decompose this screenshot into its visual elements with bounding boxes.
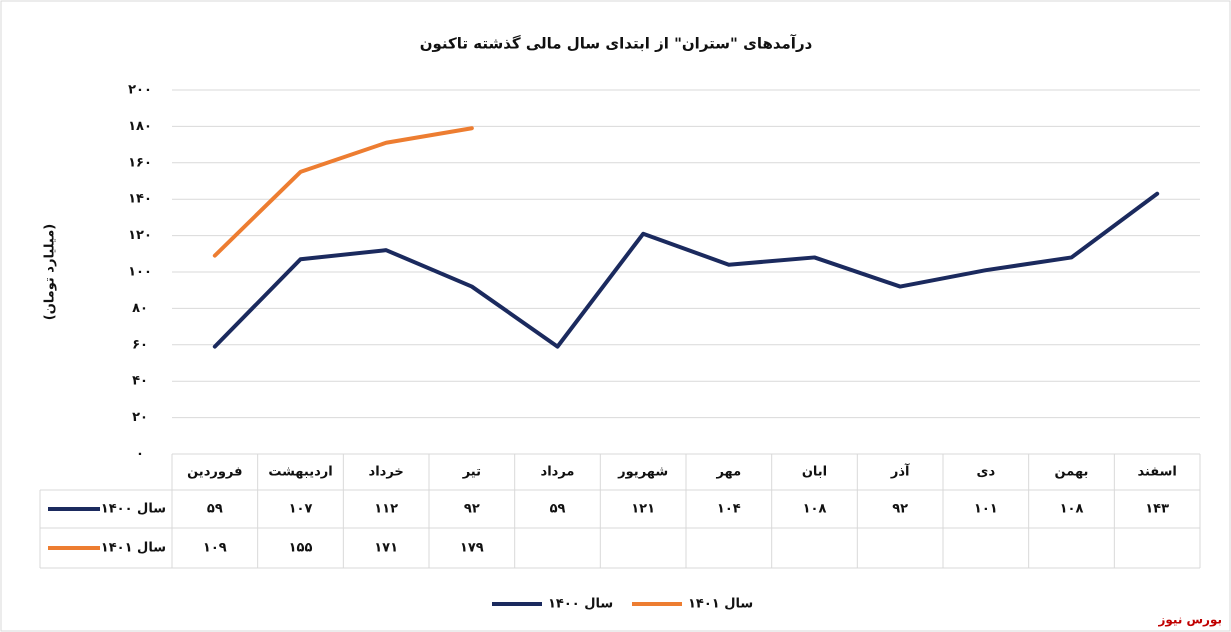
data-label: ۱۷۹ — [460, 541, 484, 556]
data-label: ۱۴۳ — [1145, 502, 1169, 517]
x-tick-label: فروردین — [187, 465, 242, 480]
x-tick-label: بهمن — [1055, 465, 1089, 480]
x-tick-label: مهر — [715, 465, 741, 480]
y-tick-label: ۱۲۰ — [128, 228, 152, 243]
x-tick-label: مرداد — [541, 465, 575, 480]
y-tick-label: ۱۴۰ — [128, 192, 152, 207]
y-tick-label: ۲۰۰ — [128, 83, 152, 98]
line-series — [212, 126, 474, 258]
data-label: ۱۷۱ — [374, 541, 398, 556]
y-tick-label: ۸۰ — [132, 301, 148, 316]
y-axis-label: (میلیارد تومان) — [43, 224, 58, 321]
data-label: ۱۵۵ — [289, 541, 313, 556]
line-series — [212, 191, 1160, 349]
table-row-label: سال ۱۴۰۰ — [101, 502, 166, 517]
data-label: ۱۰۸ — [1060, 502, 1084, 517]
legend-label: سال ۱۴۰۱ — [688, 597, 753, 612]
data-label: ۵۹ — [550, 502, 566, 517]
y-tick-label: ۰ — [136, 447, 144, 462]
chart-title: درآمدهای "ستران" از ابتدای سال مالی گذشت… — [420, 35, 813, 53]
y-tick-label: ۱۶۰ — [128, 155, 152, 170]
data-label: ۱۲۱ — [631, 502, 655, 517]
data-label: ۹۲ — [892, 502, 908, 517]
x-tick-label: ابان — [802, 465, 827, 480]
x-tick-label: اردیبهشت — [268, 465, 332, 480]
table-row-label: سال ۱۴۰۱ — [101, 541, 166, 556]
x-tick-label: خرداد — [369, 465, 404, 480]
x-tick-label: شهریور — [617, 465, 668, 480]
data-label: ۱۱۲ — [374, 502, 398, 517]
legend-label: سال ۱۴۰۰ — [548, 597, 613, 612]
x-tick-label: دی — [977, 465, 996, 480]
data-label: ۱۰۱ — [974, 502, 998, 517]
x-tick-label: آذر — [890, 463, 910, 480]
y-tick-label: ۲۰ — [132, 410, 148, 425]
x-tick-label: اسفند — [1137, 465, 1176, 480]
data-label: ۱۰۷ — [289, 502, 313, 517]
data-label: ۱۰۴ — [717, 502, 741, 517]
data-label: ۱۰۸ — [803, 502, 827, 517]
y-tick-label: ۴۰ — [132, 374, 148, 389]
y-tick-label: ۱۰۰ — [128, 265, 152, 280]
x-tick-label: تیر — [462, 465, 481, 480]
data-label: ۱۰۹ — [203, 541, 227, 556]
y-tick-label: ۶۰ — [132, 337, 148, 352]
y-tick-label: ۱۸۰ — [128, 119, 152, 134]
data-label: ۹۲ — [464, 502, 480, 517]
watermark: بورس نیوز — [1157, 613, 1222, 628]
data-label: ۵۹ — [207, 502, 223, 517]
